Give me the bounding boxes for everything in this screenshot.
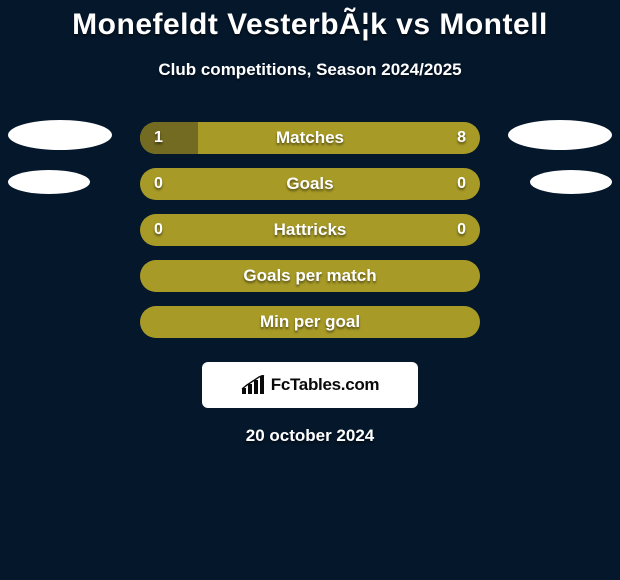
snapshot-date: 20 october 2024 [0,408,620,446]
source-logo: FcTables.com [202,362,418,408]
stat-bar: Goals per match [140,260,480,292]
stat-row: 00Hattricks [0,210,620,256]
player-shape-left [8,170,90,194]
stat-row: Min per goal [0,302,620,348]
stat-row: 00Goals [0,164,620,210]
player-shape-right [508,120,612,150]
stat-bar: 00Hattricks [140,214,480,246]
player-shape-right [530,170,612,194]
comparison-infographic: Monefeldt VesterbÃ¦k vs Montell Club com… [0,0,620,580]
stat-bar: 00Goals [140,168,480,200]
stat-rows: 18Matches 00Goals 00Hattricks Goals per mat… [0,88,620,348]
player-shape-left [8,120,112,150]
stat-label: Goals [140,168,480,200]
stat-row: 18Matches [0,118,620,164]
stat-label: Min per goal [140,306,480,338]
stat-bar: Min per goal [140,306,480,338]
stat-label: Hattricks [140,214,480,246]
stat-label: Matches [140,122,480,154]
source-logo-text: FcTables.com [271,375,380,395]
page-title: Monefeldt VesterbÃ¦k vs Montell [0,0,620,50]
stat-label: Goals per match [140,260,480,292]
page-subtitle: Club competitions, Season 2024/2025 [0,50,620,88]
stat-bar: 18Matches [140,122,480,154]
stat-row: Goals per match [0,256,620,302]
bar-chart-icon [241,375,265,395]
